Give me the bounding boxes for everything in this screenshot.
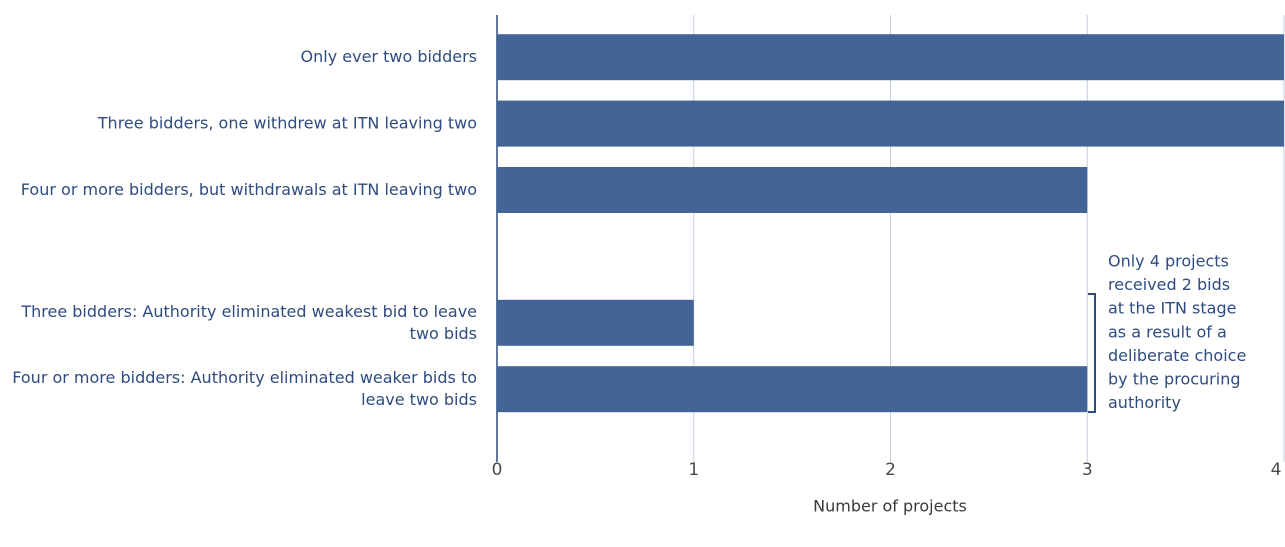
bar (497, 299, 694, 346)
x-tick-label: 1 (688, 460, 699, 480)
x-tick-label: 0 (492, 460, 503, 480)
bar (497, 366, 1088, 413)
label-line: Three bidders, one withdrew at ITN leavi… (97, 113, 477, 132)
annotation: at the ITN stage (1108, 299, 1236, 318)
label-line: two bids (410, 323, 477, 342)
label-line: Three bidders: Authority eliminated weak… (20, 301, 477, 320)
label-line: Four or more bidders: Authority eliminat… (12, 368, 477, 387)
annotation-bracket (1088, 293, 1096, 413)
annotation: authority (1108, 393, 1181, 412)
label-line: Four or more bidders, but withdrawals at… (21, 180, 477, 199)
x-tick-label: 2 (885, 460, 896, 480)
annotation: received 2 bids (1108, 275, 1230, 294)
label-line: Only ever two bidders (301, 47, 477, 66)
annotation: as a result of a (1108, 322, 1227, 341)
y-tick-label: Four or more bidders, but withdrawals at… (21, 180, 477, 199)
y-tick-label: Three bidders: Authority eliminated weak… (20, 301, 477, 342)
y-tick-label: Four or more bidders: Authority eliminat… (12, 368, 477, 409)
annotation: Only 4 projects (1108, 252, 1229, 271)
label-line: leave two bids (361, 390, 477, 409)
y-tick-label: Only ever two bidders (301, 47, 477, 66)
bar (497, 100, 1284, 147)
bar (497, 34, 1284, 81)
bar (497, 167, 1088, 213)
annotation: deliberate choice (1108, 346, 1246, 365)
y-tick-label: Three bidders, one withdrew at ITN leavi… (97, 113, 477, 132)
x-tick-label: 3 (1082, 460, 1093, 480)
annotation: by the procuring (1108, 370, 1240, 389)
x-axis-title: Number of projects (813, 497, 967, 516)
x-tick-label: 4 (1271, 460, 1282, 480)
